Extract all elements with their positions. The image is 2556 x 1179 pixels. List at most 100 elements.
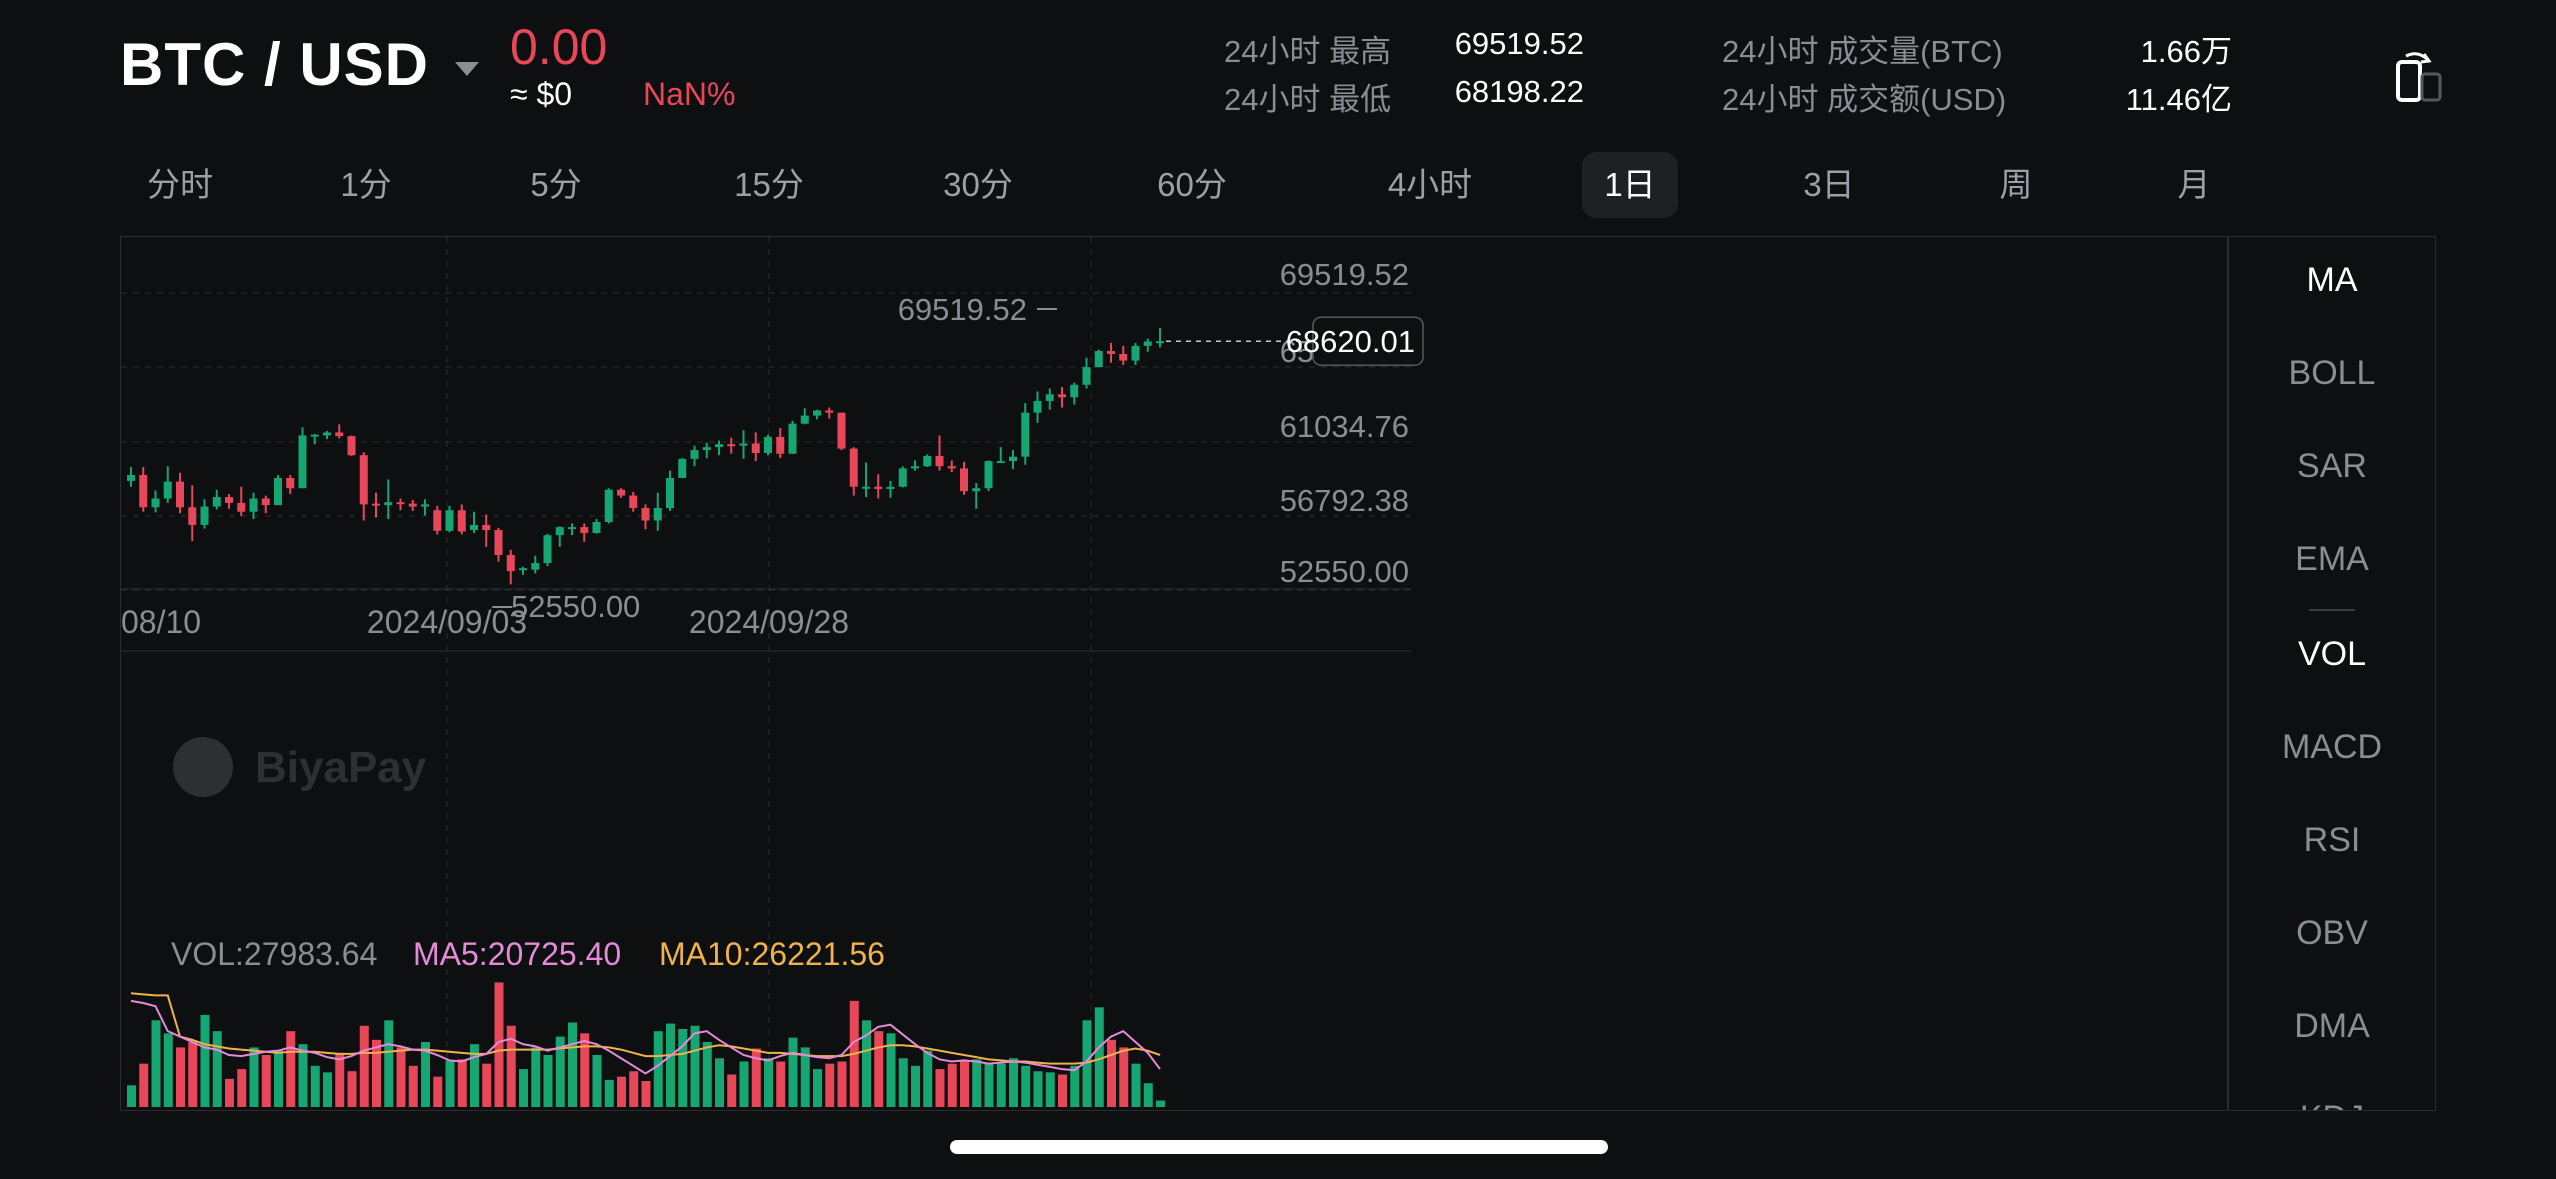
x-tick-label: 08/10 — [121, 604, 201, 640]
candle — [874, 474, 883, 499]
volume-bar — [1045, 1072, 1055, 1107]
volume-bar — [1107, 1039, 1116, 1107]
watermark-text: BiyaPay — [255, 743, 427, 792]
candle — [1021, 403, 1030, 465]
home-indicator[interactable] — [950, 1140, 1608, 1154]
tab-5分[interactable]: 5分 — [530, 166, 582, 203]
last-price-tag — [1312, 316, 1424, 366]
stat-label-volume: 24小时 成交量(BTC) — [1722, 34, 2003, 69]
candle-body — [1021, 412, 1030, 457]
kline-chart[interactable]: BiyaPay 69519.5265277.1461034.7656792.38… — [120, 236, 2228, 1111]
tab-月[interactable]: 月 — [2177, 166, 2211, 203]
candle — [813, 409, 821, 420]
indicator-obv[interactable]: OBV — [2296, 914, 2368, 952]
candle-body — [200, 506, 209, 525]
candle-body — [433, 510, 442, 531]
indicator-rsi[interactable]: RSI — [2303, 821, 2361, 859]
candle — [617, 488, 625, 498]
candle — [862, 462, 870, 498]
stat-label-high: 24小时 最高 — [1224, 34, 1392, 69]
candle — [555, 526, 564, 547]
stat-value-high: 69519.52 — [1454, 26, 1584, 61]
candle — [151, 490, 160, 513]
volume-bar — [911, 1065, 920, 1107]
candle-body — [347, 436, 356, 456]
volume-bars — [127, 982, 1165, 1107]
candle-body — [261, 498, 270, 506]
candle — [543, 533, 552, 566]
volume-bar — [543, 1055, 553, 1107]
candle-body — [139, 475, 148, 508]
candle-body — [1119, 353, 1128, 361]
candle — [1009, 450, 1017, 470]
candle-body — [886, 486, 895, 489]
volume-bar — [494, 982, 504, 1107]
candle — [960, 461, 968, 495]
candle — [1070, 382, 1079, 405]
volume-bar — [641, 1081, 651, 1107]
candle — [764, 434, 772, 456]
tab-4小时[interactable]: 4小时 — [1387, 166, 1473, 203]
candle — [519, 566, 527, 575]
kline-chart-canvas[interactable]: BiyaPay 69519.5265277.1461034.7656792.38… — [121, 237, 2227, 1110]
indicator-sar[interactable]: SAR — [2297, 447, 2367, 485]
candle-body — [898, 468, 907, 487]
tab-30分[interactable]: 30分 — [943, 166, 1013, 203]
candle — [470, 511, 478, 533]
tab-周[interactable]: 周 — [1999, 166, 2033, 203]
candle — [359, 452, 368, 521]
candle-body — [482, 524, 491, 531]
candle — [286, 475, 295, 495]
pair-label: BTC / USD — [120, 31, 429, 98]
pair-selector[interactable]: BTC / USD — [120, 30, 479, 99]
candle-body — [580, 527, 589, 533]
candle-body — [470, 524, 478, 531]
candle-body — [519, 568, 527, 571]
y-tick-label: 69519.52 — [1280, 257, 1409, 292]
indicator-vol[interactable]: VOL — [2297, 635, 2367, 673]
tab-15分[interactable]: 15分 — [734, 166, 804, 203]
tab-3日[interactable]: 3日 — [1803, 166, 1855, 203]
tab-1分[interactable]: 1分 — [340, 166, 392, 203]
rotate-screen-icon[interactable] — [2388, 48, 2448, 108]
stat-value-low: 68198.22 — [1454, 74, 1584, 109]
volume-bar — [960, 1061, 969, 1107]
tab-60分[interactable]: 60分 — [1157, 166, 1227, 203]
candle — [347, 435, 356, 456]
candle — [935, 435, 944, 471]
volume-bar — [457, 1059, 467, 1107]
ma5-label: MA5:20725.40 — [413, 936, 621, 972]
stat-label-turnover: 24小时 成交额(USD) — [1722, 82, 2007, 117]
indicator-dma[interactable]: DMA — [2294, 1007, 2370, 1045]
candle-body — [359, 455, 368, 505]
indicator-kdj[interactable]: KDJ — [2229, 1099, 2435, 1110]
volume-bar — [1021, 1065, 1031, 1107]
candle-body — [1009, 456, 1017, 462]
indicator-ma[interactable]: MA — [2306, 261, 2358, 299]
indicator-ema[interactable]: EMA — [2295, 540, 2369, 578]
volume-bar — [837, 1061, 847, 1107]
stat-label-low: 24小时 最低 — [1224, 82, 1392, 117]
candle — [274, 475, 282, 506]
candle-body — [923, 455, 932, 467]
candle — [261, 495, 270, 514]
volume-bar — [298, 1044, 308, 1107]
indicator-boll[interactable]: BOLL — [2288, 354, 2376, 392]
candle-body — [286, 477, 295, 489]
volume-bar — [1156, 1100, 1165, 1107]
indicator-macd[interactable]: MACD — [2281, 728, 2383, 766]
tab-1日[interactable]: 1日 — [1582, 152, 1678, 218]
change-percent: NaN% — [643, 76, 736, 112]
volume-bar — [372, 1039, 381, 1107]
tab-分时[interactable]: 分时 — [147, 166, 213, 203]
candle-body — [678, 458, 687, 478]
candle-body — [1082, 367, 1091, 385]
volume-bar — [825, 1063, 835, 1107]
candle-body — [531, 563, 540, 570]
indicator-divider — [2309, 609, 2355, 611]
volume-bar — [531, 1047, 541, 1107]
candle-body — [335, 432, 344, 437]
volume-bar — [1143, 1083, 1153, 1107]
watermark: BiyaPay — [173, 737, 427, 797]
candle-body — [408, 503, 417, 507]
